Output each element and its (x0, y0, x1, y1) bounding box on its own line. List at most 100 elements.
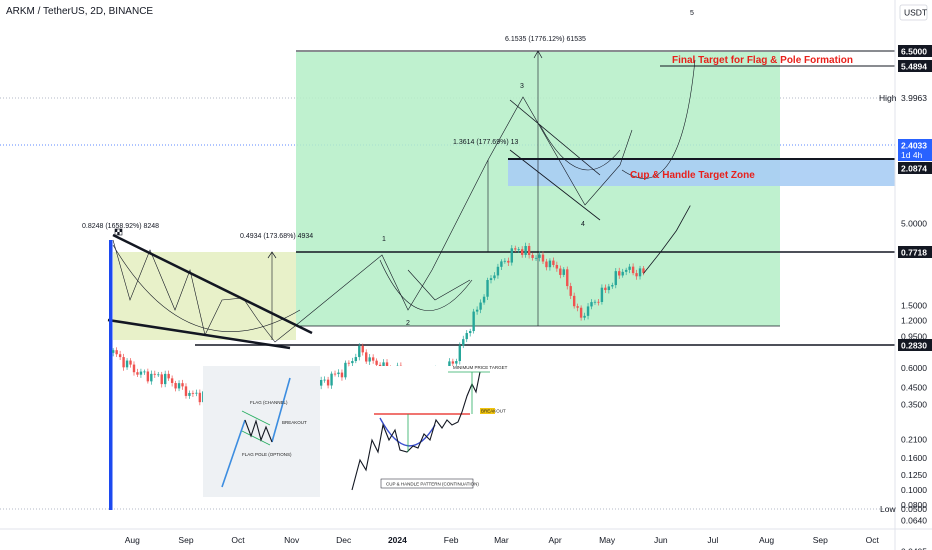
badge-5489: 5.4894 (898, 60, 932, 72)
candle-body (118, 354, 122, 358)
measure-small-label: 0.4934 (173.68%) 4934 (240, 233, 313, 240)
candle-body (122, 357, 125, 368)
candle-body (375, 360, 378, 365)
candle-body (111, 350, 115, 353)
candle-body (590, 302, 593, 307)
cup-target-zone[interactable] (508, 160, 895, 186)
candle-body (129, 360, 132, 365)
highlight-candle (109, 240, 113, 510)
price-axis[interactable] (895, 0, 932, 529)
candle-body (448, 361, 451, 370)
badge-0283: 0.2830 (898, 339, 932, 351)
candle-body (115, 350, 118, 355)
cup-inset-caption: CUP & HANDLE PATTERN (CONTINUATION) (386, 482, 479, 487)
x-tick-label: Feb (444, 535, 459, 545)
candle-body (319, 380, 323, 386)
candle-body (139, 371, 143, 375)
flag-pattern-inset[interactable]: FLAG (CHANNEL) BREAKOUT FLAG POLE (OPTIO… (203, 366, 320, 497)
candle-body (489, 278, 493, 281)
badge-6500: 6.5000 (898, 45, 932, 57)
x-tick-labels[interactable]: Aug Sep Oct Nov Dec 2024 Feb Mar Apr May Jun Jul Aug… (125, 535, 880, 545)
wave-4-label: 4 (581, 221, 585, 228)
candle-body (482, 296, 486, 303)
candle-body (462, 339, 465, 346)
x-tick-label: Sep (178, 535, 193, 545)
candle-body (614, 271, 617, 286)
candle-body (160, 374, 163, 385)
candle-body (191, 392, 195, 394)
candle-body (125, 360, 129, 368)
candle-body (174, 382, 177, 389)
x-tick-label: Oct (231, 535, 245, 545)
flag-inset-breakout-label: BREAKOUT (282, 420, 307, 425)
candle-body (170, 378, 174, 383)
candle-body (548, 260, 552, 268)
y-tick-label: 0.9500 (901, 332, 927, 342)
candle-body (340, 372, 344, 378)
x-tick-label: Aug (759, 535, 774, 545)
candle-body (579, 307, 583, 318)
candle-body (163, 373, 167, 385)
currency-button[interactable]: USDT (899, 4, 928, 21)
candle-body (520, 249, 524, 255)
cup-inset-breakout-label: BREAKOUT (481, 409, 506, 414)
y-tick-label: 0.3500 (901, 400, 927, 410)
y-tick-label: 0.1000 (901, 485, 927, 495)
candle-body (628, 266, 631, 270)
candle-body (638, 268, 642, 277)
wave-zigzag (407, 269, 471, 301)
x-tick-label: Sep (813, 535, 828, 545)
candle-body (534, 257, 538, 259)
wedge-upper-line (112, 233, 313, 335)
candle-body (559, 268, 562, 275)
wave-2-label: 2 (406, 320, 410, 327)
candle-body (153, 373, 156, 375)
candle-body (635, 273, 638, 277)
candle-body (597, 301, 600, 303)
candle-body (531, 254, 534, 258)
candle-body (455, 361, 458, 364)
candle-body (465, 333, 468, 340)
yellow-measure-zone[interactable] (113, 252, 296, 340)
candle-body (146, 371, 150, 382)
candle-body (611, 285, 614, 287)
candle-body (351, 361, 354, 364)
candle-body (514, 248, 517, 250)
candle-body (527, 245, 531, 255)
candle-body (385, 362, 389, 369)
handle-upper-line (509, 99, 601, 176)
candle-body (600, 287, 604, 302)
cup-curve-right (539, 124, 621, 171)
cup-curve-large (112, 244, 301, 332)
cup-handle-inset[interactable]: MINIMUM PRICE TARGET BREAKOUT CUP & HAND… (349, 365, 508, 497)
y-tick-label: 1.2000 (901, 316, 927, 326)
candle-body (181, 383, 184, 387)
candle-body (524, 245, 527, 255)
y-tick-label: 0.0800 (901, 500, 927, 510)
candle-body (569, 286, 572, 296)
candle-body (604, 287, 607, 291)
candle-body (500, 261, 503, 267)
y-tick-label: 0.2100 (901, 434, 927, 444)
handle-lower-line (509, 149, 601, 221)
low-value: 0.0500 (901, 504, 927, 514)
candle-body (538, 254, 541, 258)
svg-text:2.0874: 2.0874 (901, 164, 927, 174)
measure-mid-label: 1.3614 (177.69%) 13 (453, 139, 518, 146)
candle-body (358, 345, 361, 358)
candle-body (593, 301, 597, 303)
svg-text:0.2830: 0.2830 (901, 341, 927, 351)
candle-body (541, 254, 545, 262)
wave-1-label: 1 (382, 236, 386, 243)
projection-path (643, 205, 691, 274)
cup-target-label: Cup & Handle Target Zone (630, 170, 755, 181)
candle-body (143, 371, 146, 373)
candle-body (330, 373, 333, 386)
current-price-badge: 2.4033 1d 4h (898, 139, 932, 161)
candle-body (475, 309, 479, 312)
y-tick-label: 0.0405 (901, 547, 927, 550)
candle-body (486, 280, 489, 297)
x-tick-label: Dec (336, 535, 352, 545)
candle-body (503, 260, 507, 262)
